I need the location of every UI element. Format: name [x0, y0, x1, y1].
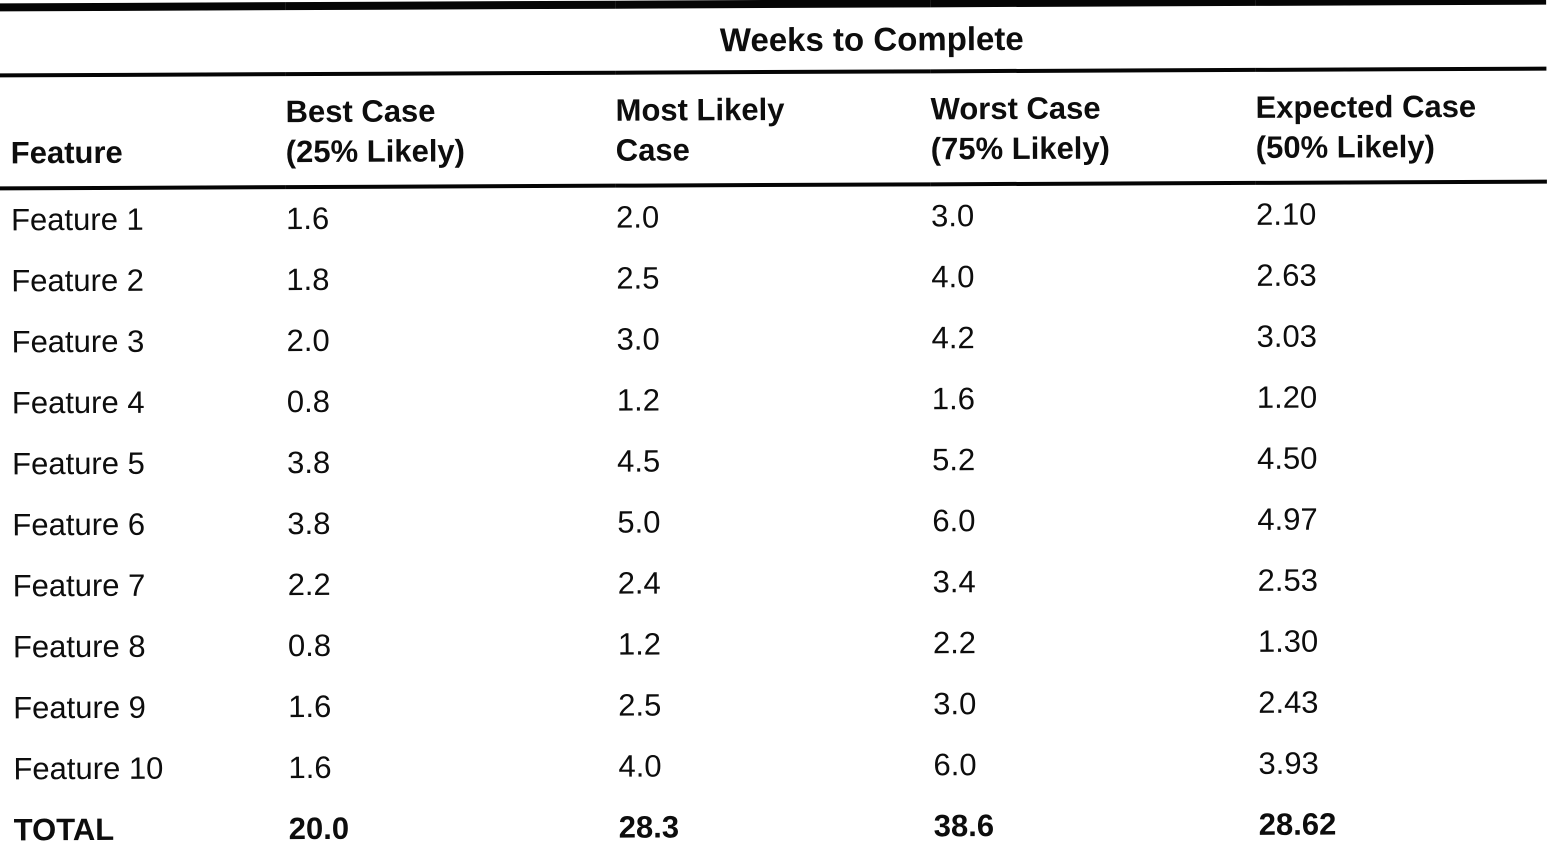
best-case-cell: 1.6: [288, 750, 332, 786]
table-total-row: TOTAL 20.0 28.3 38.6 28.62: [1, 793, 1548, 844]
best-case-cell: 0.8: [287, 628, 332, 664]
table-row: Feature 7 2.2 2.4 3.4 2.53: [1, 550, 1548, 618]
table-row: Feature 6 3.8 5.0 6.0 4.97: [0, 489, 1548, 557]
expected-case-cell: 3.93: [1258, 745, 1319, 782]
most-likely-cell: 2.5: [618, 687, 662, 724]
total-most-likely-cell: 28.3: [618, 796, 934, 844]
column-header-likely-line1: Most Likely: [615, 91, 785, 128]
most-likely-cell: 3.0: [616, 321, 660, 358]
best-case-cell: 2.2: [287, 567, 331, 603]
expected-case-cell: 2.43: [1258, 684, 1319, 721]
title-row-empty-cell: [0, 6, 286, 76]
table-row: Feature 9 1.6 2.5 3.0 2.43: [1, 672, 1548, 740]
feature-name-cell: Feature 10: [13, 751, 164, 787]
column-header-worst-line2: (75% Likely): [930, 130, 1111, 166]
most-likely-cell: 4.5: [617, 443, 661, 480]
table-row: Feature 3 2.0 3.0 4.2 3.03: [0, 306, 1548, 374]
table-title: Weeks to Complete: [285, 0, 1547, 75]
expected-case-cell: 3.03: [1256, 318, 1317, 355]
table-header-row: Feature Best Case (25% Likely) Most Like…: [0, 68, 1547, 189]
feature-name-cell: Feature 6: [12, 507, 146, 543]
best-case-cell: 1.6: [285, 201, 330, 237]
feature-name-cell: Feature 3: [11, 324, 145, 360]
expected-case-cell: 4.97: [1257, 501, 1318, 538]
total-best-case-cell: 20.0: [288, 798, 619, 844]
feature-name-cell: Feature 2: [11, 263, 145, 299]
column-header-worst-line1: Worst Case: [930, 90, 1101, 127]
feature-name-cell: Feature 7: [12, 568, 146, 604]
table-row: Feature 1 1.6 2.0 3.0 2.10: [0, 182, 1547, 252]
worst-case-cell: 6.0: [932, 503, 976, 539]
table-row: Feature 4 0.8 1.2 1.6 1.20: [0, 367, 1548, 435]
worst-case-cell: 5.2: [932, 442, 976, 478]
worst-case-cell: 4.2: [931, 320, 975, 356]
table-row: Feature 8 0.8 1.2 2.2 1.30: [1, 611, 1548, 679]
column-header-expected-line2: (50% Likely): [1255, 128, 1436, 165]
column-header-feature-label: Feature: [10, 134, 123, 170]
worst-case-cell: 2.2: [932, 625, 977, 661]
most-likely-cell: 1.2: [617, 626, 662, 663]
worst-case-cell: 3.0: [930, 198, 975, 234]
table-row: Feature 5 3.8 4.5 5.2 4.50: [0, 428, 1548, 496]
column-header-best-line2: (25% Likely): [285, 133, 466, 169]
feature-name-cell: Feature 4: [11, 385, 145, 421]
most-likely-cell: 2.0: [615, 199, 660, 236]
feature-name-cell: Feature 5: [12, 446, 145, 482]
feature-name-cell: Feature 8: [12, 629, 146, 665]
column-header-best-line1: Best Case: [285, 93, 436, 130]
feature-name-cell: Feature 1: [10, 202, 144, 238]
feature-name-cell: Feature 9: [13, 690, 146, 726]
worst-case-cell: 3.0: [933, 686, 977, 722]
best-case-cell: 3.8: [287, 445, 331, 481]
most-likely-cell: 2.5: [616, 260, 660, 297]
expected-case-cell: 1.20: [1256, 379, 1318, 416]
column-header-expected-line1: Expected Case: [1255, 88, 1477, 125]
column-header-expected-case: Expected Case (50% Likely): [1255, 68, 1547, 184]
best-case-cell: 2.0: [286, 323, 330, 359]
expected-case-cell: 2.53: [1257, 562, 1319, 599]
total-expected-case-cell: 28.62: [1258, 793, 1548, 844]
expected-case-cell: 1.30: [1257, 623, 1319, 660]
table-row: Feature 10 1.6 4.0 6.0 3.93: [1, 733, 1548, 801]
column-header-likely-line2: Case: [615, 132, 690, 168]
column-header-worst-case: Worst Case (75% Likely): [930, 69, 1256, 185]
expected-case-cell: 2.63: [1256, 257, 1317, 294]
table-row: Feature 2 1.8 2.5 4.0 2.63: [0, 245, 1547, 313]
most-likely-cell: 2.4: [617, 565, 661, 602]
best-case-cell: 3.8: [287, 506, 331, 542]
column-header-feature: Feature: [0, 74, 286, 189]
worst-case-cell: 3.4: [932, 564, 976, 600]
total-worst-case-cell: 38.6: [933, 795, 1259, 844]
expected-case-cell: 2.10: [1255, 196, 1317, 233]
worst-case-cell: 4.0: [931, 259, 975, 295]
worst-case-cell: 6.0: [933, 747, 977, 783]
most-likely-cell: 1.2: [616, 382, 661, 419]
expected-case-cell: 4.50: [1257, 440, 1318, 477]
most-likely-cell: 5.0: [617, 504, 661, 541]
best-case-cell: 1.6: [288, 689, 332, 725]
column-header-most-likely: Most Likely Case: [615, 71, 931, 187]
best-case-cell: 0.8: [286, 384, 331, 420]
table-title-row: Weeks to Complete: [0, 0, 1547, 76]
best-case-cell: 1.8: [286, 262, 330, 298]
most-likely-cell: 4.0: [618, 748, 662, 785]
column-header-best-case: Best Case (25% Likely): [285, 72, 616, 188]
worst-case-cell: 1.6: [931, 381, 976, 417]
total-label-cell: TOTAL: [1, 799, 289, 844]
